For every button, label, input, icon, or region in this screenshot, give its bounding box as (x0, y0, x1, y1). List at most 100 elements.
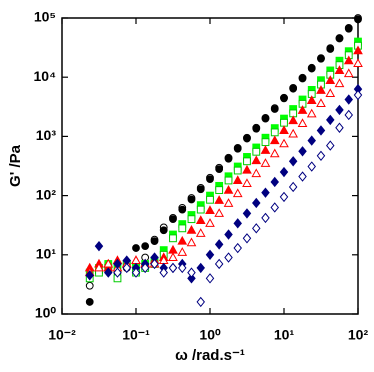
y-axis-title: G' /Pa (7, 144, 24, 187)
point (261, 138, 270, 147)
point (195, 215, 206, 224)
y-tick-label: 10⁴ (34, 68, 57, 84)
point (113, 267, 122, 278)
point (280, 118, 288, 127)
point (224, 229, 233, 240)
point (85, 281, 94, 290)
point (169, 234, 177, 243)
point (298, 146, 307, 157)
point (289, 84, 298, 93)
point (205, 205, 215, 215)
point (186, 225, 197, 234)
point (196, 262, 206, 274)
x-tick-label: 10⁻¹ (122, 327, 150, 343)
point (243, 157, 251, 166)
point (298, 171, 307, 182)
point (177, 235, 188, 245)
point (270, 202, 280, 213)
point (344, 94, 354, 105)
point (343, 68, 354, 78)
point (353, 58, 363, 68)
point (141, 242, 150, 251)
point (325, 88, 336, 98)
point (316, 85, 326, 94)
point (252, 223, 261, 234)
point (206, 175, 214, 183)
point (168, 262, 178, 274)
point (178, 262, 187, 274)
point (159, 226, 168, 235)
point (279, 125, 289, 134)
point (261, 187, 270, 198)
y-tick-label: 10³ (36, 127, 57, 143)
point (307, 161, 316, 172)
point (269, 135, 280, 145)
point (187, 273, 196, 284)
point (288, 181, 298, 193)
point (288, 115, 299, 125)
point (205, 249, 215, 260)
point (316, 98, 326, 107)
point (177, 247, 188, 256)
point (122, 262, 132, 274)
point (243, 134, 251, 143)
point (196, 185, 205, 194)
point (159, 267, 168, 278)
point (223, 198, 234, 207)
point (270, 105, 279, 113)
point (85, 298, 94, 306)
point (224, 154, 233, 163)
point (261, 114, 270, 123)
point (270, 128, 279, 137)
point (288, 128, 299, 138)
point (168, 244, 178, 254)
point (131, 267, 141, 278)
point (279, 166, 289, 178)
point (233, 242, 242, 254)
x-tick-label: 10⁰ (199, 327, 221, 343)
point (335, 34, 344, 43)
point (169, 215, 177, 224)
point (298, 74, 307, 83)
point (242, 178, 252, 188)
point (344, 24, 353, 33)
point (334, 78, 345, 88)
point (205, 218, 215, 227)
point (242, 233, 252, 244)
point (261, 212, 270, 224)
point (279, 191, 289, 203)
point (233, 144, 242, 153)
point (206, 195, 214, 204)
point (317, 54, 325, 63)
point (252, 197, 261, 209)
point (233, 166, 242, 175)
point (94, 262, 104, 272)
point (224, 176, 233, 185)
point (94, 240, 104, 252)
point (269, 148, 280, 158)
point (242, 208, 252, 219)
point (260, 158, 271, 167)
point (297, 118, 308, 128)
point (353, 45, 363, 55)
point (316, 125, 326, 136)
point (306, 108, 317, 118)
point (325, 75, 336, 84)
point (297, 105, 308, 114)
y-tick-label: 10¹ (36, 246, 57, 262)
point (224, 252, 233, 263)
point (326, 114, 335, 126)
point (326, 140, 335, 151)
point (215, 165, 224, 174)
point (326, 45, 335, 53)
point (150, 237, 159, 246)
point (140, 262, 150, 274)
point (223, 185, 234, 194)
point (214, 195, 225, 204)
point (316, 150, 326, 162)
point (251, 155, 262, 165)
point (196, 296, 206, 308)
point (214, 208, 225, 217)
